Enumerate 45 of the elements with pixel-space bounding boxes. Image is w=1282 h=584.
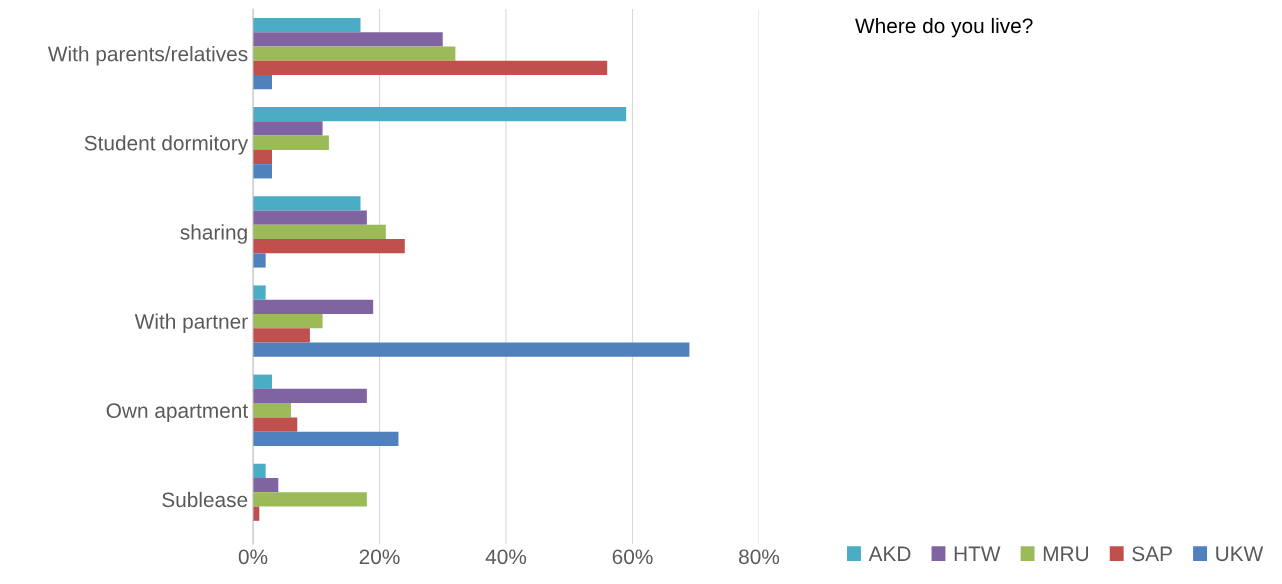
bar	[253, 313, 323, 329]
y-tick-label: With parents/relatives	[47, 46, 248, 66]
bar	[253, 32, 443, 47]
bar	[253, 463, 266, 479]
x-tick-label: 0%	[238, 549, 268, 565]
bar	[253, 239, 405, 254]
legend-label: SAP	[1132, 546, 1172, 562]
bar	[253, 328, 310, 343]
x-tick-label: 80%	[739, 549, 780, 565]
bar	[253, 196, 361, 211]
legend-label: UKW	[1216, 546, 1264, 562]
bar	[253, 253, 266, 268]
bar	[253, 492, 367, 507]
bar	[253, 60, 608, 75]
bar	[253, 388, 367, 404]
y-tick-label: Sublease	[162, 491, 248, 508]
y-tick-label: Student dormitory	[84, 135, 249, 155]
bar	[253, 224, 386, 240]
bar	[253, 121, 323, 136]
x-tick-label: 60%	[612, 549, 653, 565]
x-tick-label: 40%	[485, 549, 527, 565]
bar	[253, 149, 272, 165]
y-tick-label: With partner	[134, 313, 248, 333]
bar	[253, 107, 627, 122]
legend-label: HTW	[954, 546, 1001, 561]
bar	[253, 374, 272, 389]
bar	[253, 17, 361, 33]
bar	[253, 285, 266, 300]
bar	[253, 74, 272, 90]
bar	[253, 403, 291, 418]
legend-label: AKD	[868, 546, 911, 561]
bar	[253, 478, 279, 493]
bar	[253, 46, 456, 61]
text: Where do you live?	[855, 17, 1033, 38]
bar	[253, 342, 690, 357]
bar	[253, 431, 399, 446]
bar	[253, 299, 374, 314]
bar	[253, 210, 367, 225]
y-tick-label: Own apartment	[106, 403, 248, 423]
x-tick-label: 20%	[359, 549, 400, 565]
legend-label: MRU	[1043, 546, 1089, 562]
bar	[253, 164, 272, 179]
bar	[253, 135, 329, 150]
y-tick-label: sharing	[180, 224, 247, 244]
bar	[253, 417, 298, 432]
